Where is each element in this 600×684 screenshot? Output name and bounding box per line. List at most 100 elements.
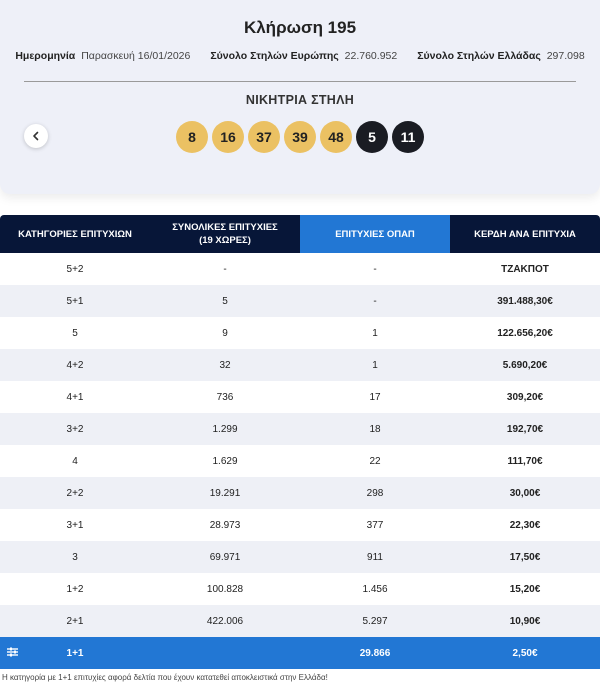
category-cell: 1+2 xyxy=(0,573,150,605)
total-winners-cell: 1.299 xyxy=(150,413,300,445)
category-cell: 5+1 xyxy=(0,285,150,317)
table-row: 5+2- - ΤΖΑΚΠΟΤ xyxy=(0,253,600,285)
header-categories: ΚΑΤΗΓΟΡΙΕΣ ΕΠΙΤΥΧΙΩΝ xyxy=(0,215,150,253)
draw-card: Κλήρωση 195 Ημερομηνία Παρασκευή 16/01/2… xyxy=(0,0,600,194)
draw-date-label: Ημερομηνία xyxy=(15,50,76,62)
category-cell: 2+2 xyxy=(0,477,150,509)
table-row: 1+2 100.828 1.456 15,20€ xyxy=(0,573,600,605)
total-winners-cell: 422.006 xyxy=(150,605,300,637)
category-cell: 4+1 xyxy=(0,381,150,413)
draw-meta: Ημερομηνία Παρασκευή 16/01/2026 Σύνολο Σ… xyxy=(0,50,600,62)
category-cell: 4 xyxy=(0,445,150,477)
opap-winners-cell: 22 xyxy=(300,445,450,477)
total-winners-cell: 9 xyxy=(150,317,300,349)
opap-winners-cell: - xyxy=(300,253,450,285)
table-row: 3 69.971 911 17,50€ xyxy=(0,541,600,573)
number-ball: 8 xyxy=(176,121,208,153)
category-cell: 5+2 xyxy=(0,253,150,285)
chevron-left-icon xyxy=(33,131,39,141)
table-row: 5+1 5-391.488,30€ xyxy=(0,285,600,317)
category-cell: 4+2 xyxy=(0,349,150,381)
header-prize-per-winner: ΚΕΡΔΗ ΑΝΑ ΕΠΙΤΥΧΙΑ xyxy=(450,215,600,253)
total-winners-cell: 100.828 xyxy=(150,573,300,605)
divider xyxy=(24,81,576,82)
prize-table: ΚΑΤΗΓΟΡΙΕΣ ΕΠΙΤΥΧΙΩΝ ΣΥΝΟΛΙΚΕΣ ΕΠΙΤΥΧΙΕΣ… xyxy=(0,215,600,669)
total-winners-cell: 32 xyxy=(150,349,300,381)
prize-cell: 391.488,30€ xyxy=(450,285,600,317)
draw-title: Κλήρωση 195 xyxy=(243,18,357,37)
prize-cell: 15,20€ xyxy=(450,573,600,605)
previous-draw-button[interactable] xyxy=(24,124,48,148)
footnote: Η κατηγορία με 1+1 επιτυχίες αφορά δελτί… xyxy=(2,673,328,682)
europe-total-label: Σύνολο Στηλών Ευρώπης xyxy=(210,50,339,62)
prize-table-header: ΚΑΤΗΓΟΡΙΕΣ ΕΠΙΤΥΧΙΩΝ ΣΥΝΟΛΙΚΕΣ ΕΠΙΤΥΧΙΕΣ… xyxy=(0,215,600,253)
category-cell: 5 xyxy=(0,317,150,349)
prize-cell: 5.690,20€ xyxy=(450,349,600,381)
header-total-winners-sub: (19 ΧΩΡΕΣ) xyxy=(199,235,251,246)
opap-winners-cell: 29.866 xyxy=(300,637,450,669)
prize-cell: 30,00€ xyxy=(450,477,600,509)
table-row: 4+1 736 17 309,20€ xyxy=(0,381,600,413)
europe-total: Σύνολο Στηλών Ευρώπης 22.760.952 xyxy=(210,50,397,62)
total-winners-cell: 19.291 xyxy=(150,477,300,509)
opap-winners-cell: 17 xyxy=(300,381,450,413)
header-categories-text: ΚΑΤΗΓΟΡΙΕΣ ΕΠΙΤΥΧΙΩΝ xyxy=(18,228,132,240)
europe-total-value: 22.760.952 xyxy=(344,50,398,62)
total-winners-cell: 28.973 xyxy=(150,509,300,541)
category-cell: 2+1 xyxy=(0,605,150,637)
opap-winners-cell: 911 xyxy=(300,541,450,573)
opap-winners-cell: 1 xyxy=(300,317,450,349)
opap-winners-cell: 1 xyxy=(300,349,450,381)
header-opap-winners: ΕΠΙΤΥΧΙΕΣ ΟΠΑΠ xyxy=(300,215,450,253)
prize-cell: 111,70€ xyxy=(450,445,600,477)
header-total-winners: ΣΥΝΟΛΙΚΕΣ ΕΠΙΤΥΧΙΕΣ (19 ΧΩΡΕΣ) xyxy=(150,215,300,253)
total-winners-cell: - xyxy=(150,253,300,285)
opap-winners-cell: 298 xyxy=(300,477,450,509)
total-winners-cell: 1.629 xyxy=(150,445,300,477)
greece-total-value: 297.098 xyxy=(546,50,585,62)
header-total-winners-text: ΣΥΝΟΛΙΚΕΣ ΕΠΙΤΥΧΙΕΣ xyxy=(172,222,278,233)
category-cell: 3+1 xyxy=(0,509,150,541)
draw-date: Ημερομηνία Παρασκευή 16/01/2026 xyxy=(15,50,190,62)
prize-cell: 122.656,20€ xyxy=(450,317,600,349)
prize-cell: 192,70€ xyxy=(450,413,600,445)
category-cell: 3+2 xyxy=(0,413,150,445)
prize-cell: 2,50€ xyxy=(450,637,600,669)
filter-icon[interactable] xyxy=(6,646,20,660)
table-row: 4+2 32 1 5.690,20€ xyxy=(0,349,600,381)
table-row: 2+1 422.006 5.297 10,90€ xyxy=(0,605,600,637)
opap-winners-cell: - xyxy=(300,285,450,317)
number-ball: 16 xyxy=(212,121,244,153)
category-cell: 3 xyxy=(0,541,150,573)
prize-cell: 22,30€ xyxy=(450,509,600,541)
prize-cell: 309,20€ xyxy=(450,381,600,413)
header-prize-per-winner-text: ΚΕΡΔΗ ΑΝΑ ΕΠΙΤΥΧΙΑ xyxy=(474,228,576,240)
star-ball: 5 xyxy=(356,121,388,153)
prize-cell: 10,90€ xyxy=(450,605,600,637)
opap-winners-cell: 5.297 xyxy=(300,605,450,637)
table-row: 1+1 29.866 2,50€ xyxy=(0,637,600,669)
prize-cell: 17,50€ xyxy=(450,541,600,573)
greece-total: Σύνολο Στηλών Ελλάδας 297.098 xyxy=(417,50,584,62)
total-winners-cell: 69.971 xyxy=(150,541,300,573)
table-row: 2+2 19.291 298 30,00€ xyxy=(0,477,600,509)
table-row: 4 1.629 22 111,70€ xyxy=(0,445,600,477)
number-ball: 37 xyxy=(248,121,280,153)
total-winners-cell xyxy=(150,637,300,669)
opap-winners-cell: 18 xyxy=(300,413,450,445)
table-row: 3+2 1.299 18 192,70€ xyxy=(0,413,600,445)
number-ball: 48 xyxy=(320,121,352,153)
table-row: 5 9 1 122.656,20€ xyxy=(0,317,600,349)
table-row: 3+1 28.973 377 22,30€ xyxy=(0,509,600,541)
draw-date-value: Παρασκευή 16/01/2026 xyxy=(81,50,191,62)
category-cell: 1+1 xyxy=(0,637,150,669)
winning-column-label: ΝΙΚΗΤΡΙΑ ΣΤΗΛΗ xyxy=(245,93,355,107)
star-ball: 11 xyxy=(392,121,424,153)
number-ball: 39 xyxy=(284,121,316,153)
opap-winners-cell: 377 xyxy=(300,509,450,541)
greece-total-label: Σύνολο Στηλών Ελλάδας xyxy=(417,50,541,62)
opap-winners-cell: 1.456 xyxy=(300,573,450,605)
prize-cell: ΤΖΑΚΠΟΤ xyxy=(450,253,600,285)
total-winners-cell: 5 xyxy=(150,285,300,317)
header-opap-winners-text: ΕΠΙΤΥΧΙΕΣ ΟΠΑΠ xyxy=(335,228,415,240)
